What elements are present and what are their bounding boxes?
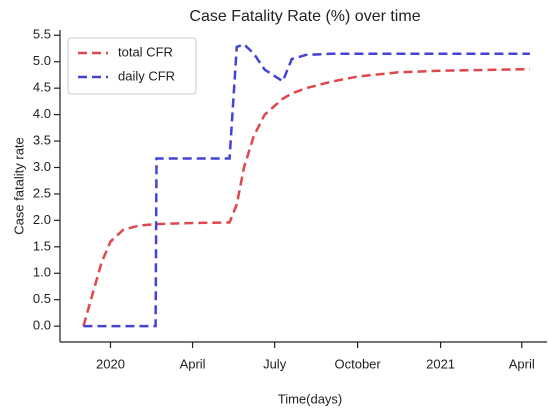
x-tick-label: April bbox=[180, 356, 206, 371]
data-line bbox=[83, 42, 530, 328]
chart-title: Case Fatality Rate (%) over time bbox=[189, 8, 420, 25]
y-tick-label: 5.0 bbox=[33, 53, 51, 68]
x-tick-label: April bbox=[509, 356, 535, 371]
y-tick-label: 3.0 bbox=[33, 159, 51, 174]
x-axis-label: Time(days) bbox=[278, 391, 343, 406]
x-tick-label: 2020 bbox=[96, 356, 125, 371]
y-tick-label: 1.5 bbox=[33, 238, 51, 253]
y-tick-label: 2.0 bbox=[33, 212, 51, 227]
legend-label: daily CFR bbox=[118, 68, 175, 83]
x-tick-label: 2021 bbox=[426, 356, 455, 371]
legend-label: total CFR bbox=[118, 44, 173, 59]
y-tick-label: 5.5 bbox=[33, 27, 51, 42]
y-tick-label: 0.5 bbox=[33, 291, 51, 306]
y-tick-label: 3.5 bbox=[33, 132, 51, 147]
y-tick-label: 4.0 bbox=[33, 106, 51, 121]
x-tick-label: July bbox=[263, 356, 287, 371]
y-tick-label: 0.0 bbox=[33, 318, 51, 333]
x-tick-label: October bbox=[334, 356, 381, 371]
y-tick-label: 4.5 bbox=[33, 80, 51, 95]
data-line bbox=[82, 67, 530, 327]
y-tick-label: 2.5 bbox=[33, 185, 51, 200]
y-tick-label: 1.0 bbox=[33, 265, 51, 280]
y-axis-label: Case fatality rate bbox=[11, 137, 26, 235]
